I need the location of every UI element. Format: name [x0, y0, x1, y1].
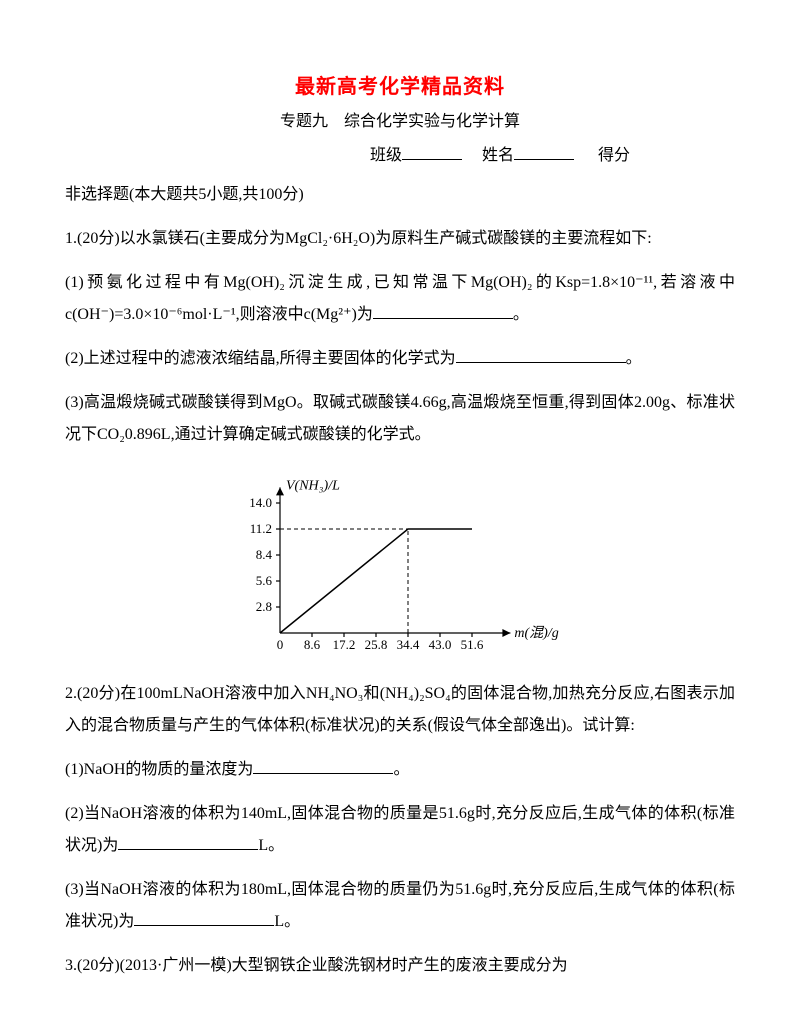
- score-label: 得分: [598, 147, 630, 164]
- name-blank[interactable]: [514, 143, 574, 160]
- svg-text:m(混)/g: m(混)/g: [514, 625, 558, 641]
- q2-p1a: (1)NaOH的物质的量浓度为: [65, 761, 253, 778]
- svg-text:34.4: 34.4: [397, 637, 420, 652]
- q1-p2-blank[interactable]: [456, 346, 626, 363]
- q2-part1: (1)NaOH的物质的量浓度为 。: [65, 754, 735, 786]
- q1-p1c: 。: [513, 306, 529, 323]
- q2-part2: (2)当NaOH溶液的体积为140mL,固体混合物的质量是51.6g时,充分反应…: [65, 798, 735, 862]
- main-title: 最新高考化学精品资料: [65, 70, 735, 99]
- svg-text:8.6: 8.6: [304, 637, 321, 652]
- q1-p2a: (2)上述过程中的滤液浓缩结晶,所得主要固体的化学式为: [65, 350, 456, 367]
- q2-lead: 2.(20分)在100mLNaOH溶液中加入NH₄NO₃和(NH₄)₂SO₄的固…: [65, 678, 735, 742]
- q2-p2c: L。: [258, 837, 284, 854]
- header-fields: 班级 姓名 得分: [65, 141, 735, 165]
- q1-p1a: (1)预氨化过程中有Mg(OH)₂沉淀生成,已知常温下Mg(OH)₂的Ksp=1…: [65, 274, 735, 291]
- svg-text:8.4: 8.4: [256, 547, 273, 562]
- class-label: 班级: [370, 147, 402, 164]
- q1-p1b: c(OH⁻)=3.0×10⁻⁶mol·L⁻¹,则溶液中c(Mg²⁺)为: [65, 306, 373, 323]
- q1-lead: 1.(20分)以水氯镁石(主要成分为MgCl₂·6H₂O)为原料生产碱式碳酸镁的…: [65, 223, 735, 255]
- class-blank[interactable]: [402, 143, 462, 160]
- q1-part2: (2)上述过程中的滤液浓缩结晶,所得主要固体的化学式为 。: [65, 343, 735, 375]
- q1-p2c: 。: [626, 350, 642, 367]
- q2-p3-blank[interactable]: [134, 909, 274, 926]
- svg-text:14.0: 14.0: [249, 495, 272, 510]
- svg-text:51.6: 51.6: [461, 637, 484, 652]
- q1-part3: (3)高温煅烧碱式碳酸镁得到MgO。取碱式碳酸镁4.66g,高温煅烧至恒重,得到…: [65, 387, 735, 451]
- q2-part3: (3)当NaOH溶液的体积为180mL,固体混合物的质量仍为51.6g时,充分反…: [65, 874, 735, 938]
- svg-text:25.8: 25.8: [365, 637, 388, 652]
- name-label: 姓名: [482, 147, 514, 164]
- svg-text:2.8: 2.8: [256, 599, 272, 614]
- q2-p1c: 。: [393, 761, 409, 778]
- svg-text:17.2: 17.2: [333, 637, 356, 652]
- q2-p2-blank[interactable]: [118, 833, 258, 850]
- svg-text:V(NH₃)/L: V(NH₃)/L: [286, 478, 340, 493]
- svg-text:0: 0: [277, 637, 284, 652]
- section-heading: 非选择题(本大题共5小题,共100分): [65, 179, 735, 211]
- q2-p1-blank[interactable]: [253, 757, 393, 774]
- svg-text:11.2: 11.2: [250, 521, 272, 536]
- line-chart: 2.8 5.6 8.4 11.2 14.0 0 8.6 17.2 25.8 34.4 43.0 51.…: [220, 463, 580, 663]
- q1-part1: (1)预氨化过程中有Mg(OH)₂沉淀生成,已知常温下Mg(OH)₂的Ksp=1…: [65, 267, 735, 331]
- q2-p3c: L。: [274, 913, 300, 930]
- q1-p1-blank[interactable]: [373, 302, 513, 319]
- document-page: 最新高考化学精品资料 专题九 综合化学实验与化学计算 班级 姓名 得分 非选择题…: [0, 0, 800, 1034]
- svg-text:5.6: 5.6: [256, 573, 273, 588]
- chart-container: 2.8 5.6 8.4 11.2 14.0 0 8.6 17.2 25.8 34.4 43.0 51.…: [65, 463, 735, 668]
- q3-lead: 3.(20分)(2013·广州一模)大型钢铁企业酸洗钢材时产生的废液主要成分为: [65, 950, 735, 982]
- subtitle: 专题九 综合化学实验与化学计算: [65, 107, 735, 131]
- svg-text:43.0: 43.0: [429, 637, 452, 652]
